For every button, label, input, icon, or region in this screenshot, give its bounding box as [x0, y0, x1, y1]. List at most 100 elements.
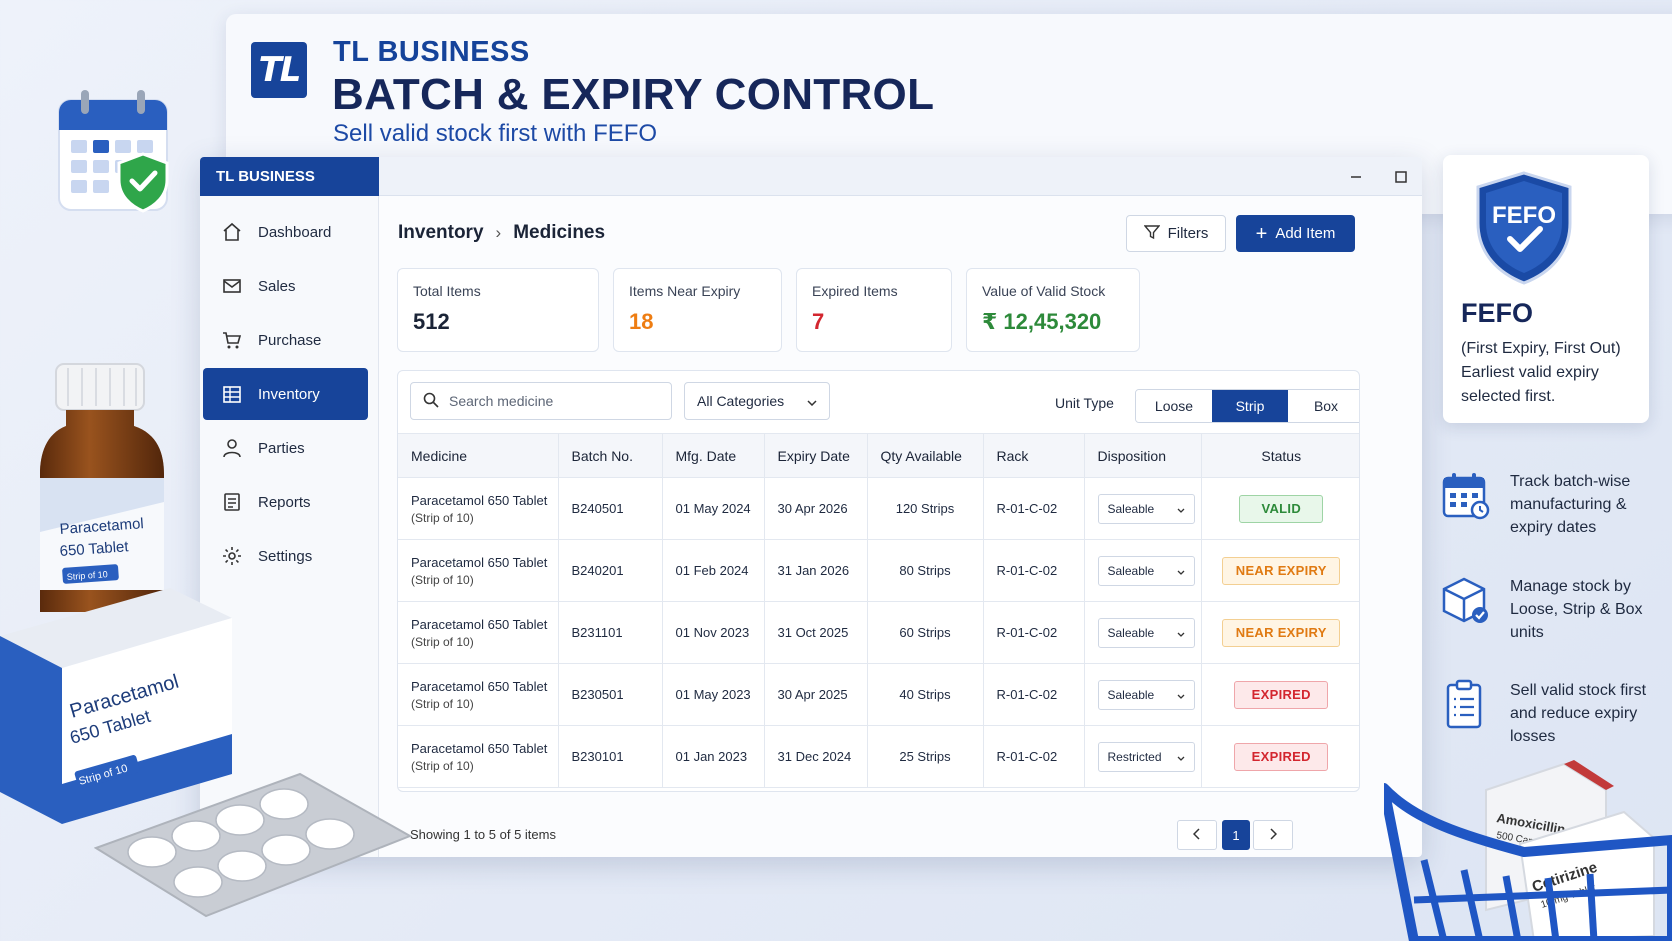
column-header[interactable]: Batch No.: [558, 433, 663, 478]
sidebar-item-dashboard[interactable]: Dashboard: [203, 206, 368, 258]
user-icon: [221, 437, 243, 459]
stat-value: ₹ 12,45,320: [982, 309, 1102, 334]
sales-icon: [221, 275, 243, 297]
cell-mfg-date: 01 Jan 2023: [662, 725, 765, 788]
column-header[interactable]: Status: [1201, 433, 1359, 478]
cell-mfg-date: 01 May 2023: [662, 663, 765, 726]
disposition-value: Saleable: [1107, 563, 1155, 578]
cell-rack: R-01-C-02: [983, 477, 1085, 540]
cell-status: EXPIRED: [1201, 663, 1359, 726]
sidebar-item-purchase[interactable]: Purchase: [203, 314, 368, 366]
shopping-basket-illustration: Amoxicillin 500 Capsule Cetirizine 10 mg…: [1384, 760, 1672, 941]
page-button-current[interactable]: 1: [1222, 820, 1250, 850]
report-icon: [221, 491, 243, 513]
disposition-select[interactable]: Saleable: [1097, 617, 1195, 648]
sidebar-item-inventory[interactable]: Inventory: [203, 368, 368, 420]
cell-rack: R-01-C-02: [983, 601, 1085, 664]
add-item-button[interactable]: + Add Item: [1236, 215, 1355, 252]
chevron-left-icon: [1192, 827, 1201, 843]
sidebar-item-label: Parties: [258, 439, 305, 457]
unit-type-loose[interactable]: Loose: [1136, 390, 1212, 422]
feature-text: Track batch-wise manufacturing & expiry …: [1510, 473, 1631, 536]
cell-qty: 120 Strips: [867, 477, 984, 540]
table-row[interactable]: Paracetamol 650 Tablet (Strip of 10) B2305…: [398, 663, 1359, 726]
chevron-down-icon: [1177, 688, 1185, 702]
medicine-bottle-illustration: Paracetamol 650 Tablet Strip of 10: [40, 363, 164, 612]
cell-disposition: Saleable: [1084, 539, 1202, 602]
column-header[interactable]: Disposition: [1084, 433, 1202, 478]
cell-qty: 60 Strips: [867, 601, 984, 664]
fefo-shield-icon: FEFO: [1476, 171, 1572, 285]
unit-type-box[interactable]: Box: [1288, 390, 1359, 422]
cell-status: EXPIRED: [1201, 725, 1359, 788]
cell-disposition: Saleable: [1084, 477, 1202, 540]
sidebar-item-reports[interactable]: Reports: [203, 476, 368, 528]
fefo-title: FEFO: [1461, 298, 1533, 328]
unit-type-strip[interactable]: Strip: [1212, 390, 1288, 422]
table-row[interactable]: Paracetamol 650 Tablet (Strip of 10) B2405…: [398, 477, 1359, 540]
table-row[interactable]: Paracetamol 650 Tablet (Strip of 10) B2402…: [398, 539, 1359, 602]
cell-qty: 40 Strips: [867, 663, 984, 726]
cell-batch: B240501: [558, 477, 663, 540]
cell-rack: R-01-C-02: [983, 539, 1085, 602]
stat-value: 18: [629, 309, 654, 334]
cell-expiry-date: 30 Apr 2025: [764, 663, 868, 726]
table-row[interactable]: Paracetamol 650 Tablet (Strip of 10) B2311…: [398, 601, 1359, 664]
cell-disposition: Saleable: [1084, 663, 1202, 726]
chevron-down-icon: [1177, 750, 1185, 764]
filters-button[interactable]: Filters: [1126, 215, 1226, 252]
next-page-button[interactable]: [1253, 820, 1293, 850]
stat-value: 7: [812, 309, 825, 334]
disposition-select[interactable]: Saleable: [1097, 555, 1195, 586]
column-header[interactable]: Mfg. Date: [662, 433, 765, 478]
column-header[interactable]: Expiry Date: [764, 433, 868, 478]
medicine-name: Paracetamol 650 Tablet: [411, 740, 548, 756]
cell-medicine: Paracetamol 650 Tablet (Strip of 10): [398, 477, 559, 540]
home-icon: [221, 221, 243, 243]
column-header[interactable]: Qty Available: [867, 433, 984, 478]
cell-qty: 80 Strips: [867, 539, 984, 602]
status-badge: EXPIRED: [1234, 680, 1329, 709]
unit-type-toggle: Loose Strip Box: [1135, 389, 1359, 423]
filter-icon: [1143, 224, 1161, 244]
batch-table: Medicine Batch No. Mfg. Date Expiry Date…: [398, 433, 1359, 788]
fefo-shield-label: FEFO: [1492, 202, 1556, 229]
disposition-value: Saleable: [1107, 625, 1155, 640]
fefo-description: (First Expiry, First Out) Earliest valid…: [1461, 337, 1651, 409]
page-headline: BATCH & EXPIRY CONTROL: [332, 70, 935, 119]
cell-medicine: Paracetamol 650 Tablet (Strip of 10): [398, 663, 559, 726]
search-input[interactable]: [449, 393, 649, 409]
minimize-icon[interactable]: [1344, 165, 1368, 189]
box-icon: [1442, 577, 1488, 623]
fefo-line-3: selected first.: [1461, 388, 1556, 405]
cell-rack: R-01-C-02: [983, 725, 1085, 788]
disposition-select[interactable]: Saleable: [1097, 493, 1195, 524]
blister-pack-illustration: [94, 772, 413, 918]
brand-name: TL BUSINESS: [333, 36, 530, 68]
chevron-down-icon: [1177, 564, 1185, 578]
status-badge: VALID: [1239, 494, 1324, 523]
disposition-select[interactable]: Restricted: [1097, 741, 1195, 772]
cart-icon: [221, 329, 243, 351]
sidebar-item-parties[interactable]: Parties: [203, 422, 368, 474]
column-header[interactable]: Rack: [983, 433, 1085, 478]
window-app-name: TL BUSINESS: [200, 157, 379, 196]
medicine-name: Paracetamol 650 Tablet: [411, 616, 548, 632]
search-box[interactable]: [410, 382, 672, 420]
table-row[interactable]: Paracetamol 650 Tablet (Strip of 10) B2301…: [398, 725, 1359, 788]
column-header[interactable]: Medicine: [398, 433, 559, 478]
disposition-value: Saleable: [1107, 501, 1155, 516]
disposition-select[interactable]: Saleable: [1097, 679, 1195, 710]
sidebar-item-sales[interactable]: Sales: [203, 260, 368, 312]
cell-expiry-date: 31 Oct 2025: [764, 601, 868, 664]
sidebar-item-settings[interactable]: Settings: [203, 530, 368, 582]
category-select[interactable]: All Categories: [684, 382, 830, 420]
calendar-shield-illustration: [58, 90, 169, 213]
sidebar-item-label: Purchase: [258, 331, 322, 349]
stat-card-total-items: Total Items 512: [397, 268, 599, 352]
maximize-icon[interactable]: [1389, 165, 1413, 189]
prev-page-button[interactable]: [1177, 820, 1217, 850]
plus-icon: +: [1255, 222, 1268, 245]
breadcrumb-root[interactable]: Inventory: [398, 222, 484, 243]
medicine-pack: (Strip of 10): [411, 510, 474, 525]
